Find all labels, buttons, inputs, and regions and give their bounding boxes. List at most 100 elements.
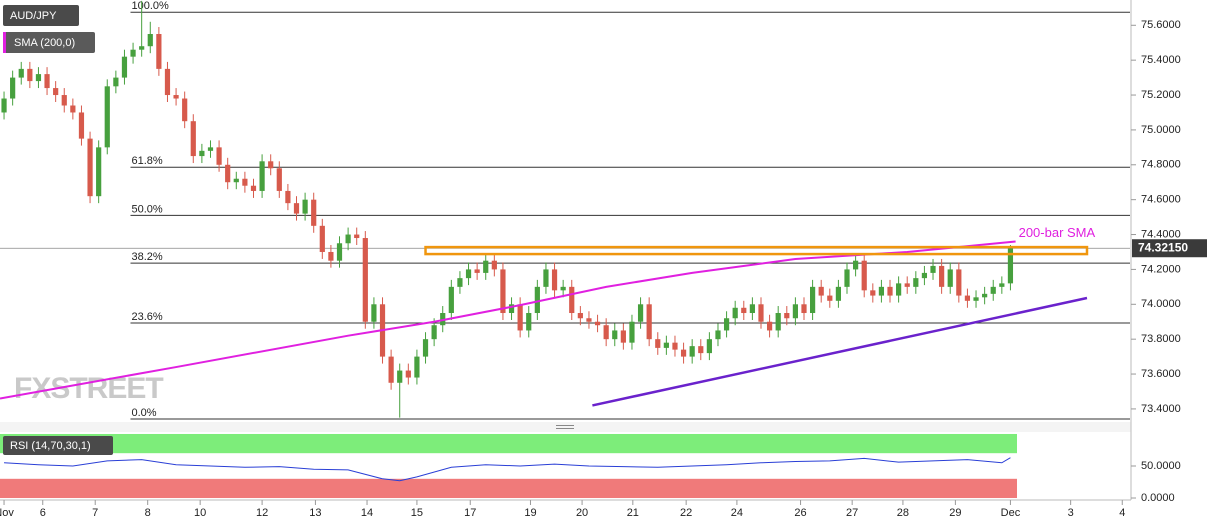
candle-body [706, 339, 712, 354]
candle-body [328, 251, 334, 261]
candle-body [835, 286, 842, 301]
candle-body [1007, 248, 1014, 284]
candle-body [431, 325, 437, 340]
candle-body [190, 121, 196, 157]
y-tick-label: 74.8000 [1141, 159, 1181, 171]
candle-body [87, 138, 93, 197]
fib-label: 61.8% [131, 155, 162, 167]
candle-body [560, 286, 566, 291]
x-tick-label: 22 [680, 507, 692, 519]
candle-body [448, 286, 454, 314]
candle-body [990, 286, 996, 294]
candle-body [766, 321, 773, 331]
candle-body [758, 304, 764, 322]
x-tick-label: 8 [145, 507, 151, 519]
candle-body [173, 95, 179, 99]
x-tick-label: 12 [256, 507, 268, 519]
candle-body [775, 313, 781, 331]
legend-box[interactable] [3, 32, 95, 53]
x-tick-label: 3 [1068, 507, 1074, 519]
candle-body [27, 68, 33, 82]
rsi-band [0, 433, 1017, 454]
candle-body [672, 342, 678, 350]
rsi-band [0, 478, 1017, 499]
x-tick-label: 28 [897, 507, 909, 519]
candle-body [78, 112, 85, 139]
candle-body [732, 307, 738, 319]
x-tick-label: 26 [794, 507, 806, 519]
candle-body [164, 68, 171, 96]
last-price-label: 74.32150 [1138, 240, 1188, 254]
x-tick-label: 17 [464, 507, 476, 519]
y-tick-label: 75.4000 [1141, 54, 1181, 66]
candle-body [293, 203, 300, 214]
candle-body [388, 356, 394, 383]
candle-body [913, 278, 919, 287]
candle-body [939, 265, 945, 287]
candle-body [586, 318, 592, 322]
fib-label: 100.0% [131, 0, 169, 12]
candle-body [354, 234, 360, 239]
rsi-line [4, 457, 1011, 482]
legend-swatch [3, 32, 6, 53]
x-tick-label: 10 [194, 507, 206, 519]
candle-body [422, 339, 429, 357]
last-price-box [1132, 239, 1207, 258]
candle-body [921, 272, 928, 279]
candle-body [156, 34, 162, 69]
resistance-zone [424, 245, 1089, 256]
candle-body [741, 307, 747, 314]
trendline [592, 296, 1088, 407]
candle-body [517, 304, 523, 331]
y-tick-label: 73.6000 [1141, 368, 1181, 380]
symbol-box [3, 5, 79, 26]
x-tick-label: Nov [0, 507, 14, 519]
candle-body [646, 304, 652, 340]
candle-body [70, 105, 76, 113]
x-tick-label: 19 [524, 507, 536, 519]
candle-body [302, 199, 308, 214]
candle-body [491, 260, 497, 270]
x-tick-label: 7 [92, 507, 98, 519]
x-tick-label: 27 [846, 507, 858, 519]
rsi-label: RSI (14,70,30,1) [10, 440, 91, 452]
x-tick-label: 4 [1119, 507, 1125, 519]
x-tick-label: Dec [1001, 507, 1021, 519]
candle-body [121, 56, 128, 78]
fib-label: 38.2% [131, 251, 162, 263]
candle-body [250, 185, 257, 191]
candle-body [887, 286, 893, 296]
candle-body [508, 304, 515, 314]
candle-body [878, 286, 885, 296]
y-tick-label: 74.6000 [1141, 194, 1181, 206]
y-tick-label: 74.0000 [1141, 298, 1181, 310]
candle-body [844, 269, 850, 287]
y-tick-label: 75.2000 [1141, 89, 1181, 101]
candle-body [637, 304, 644, 322]
candle-body [465, 269, 472, 279]
candle-body [551, 269, 558, 291]
candle-body [113, 77, 119, 87]
candle-body [259, 161, 265, 191]
candle-body [139, 46, 145, 50]
candle-body [655, 339, 661, 348]
candle-body [483, 260, 489, 273]
candle-body [233, 178, 239, 183]
x-tick-label: 15 [411, 507, 423, 519]
candle-body [319, 225, 325, 252]
candle-body [603, 325, 609, 340]
candle-body [104, 86, 110, 148]
x-tick-label: 20 [576, 507, 588, 519]
y-tick-label: 75.0000 [1141, 124, 1181, 136]
candle-body [861, 260, 867, 291]
sma-annotation: 200-bar SMA [1019, 225, 1096, 240]
candle-body [414, 356, 420, 378]
x-tick-label: 13 [309, 507, 321, 519]
candle-body [242, 178, 248, 186]
candle-body [853, 260, 859, 270]
candle-body [182, 98, 188, 122]
candle-body [827, 295, 833, 301]
y-tick-label: 0.0000 [1141, 492, 1175, 504]
candle-body [947, 269, 953, 287]
candle-body [689, 346, 695, 357]
